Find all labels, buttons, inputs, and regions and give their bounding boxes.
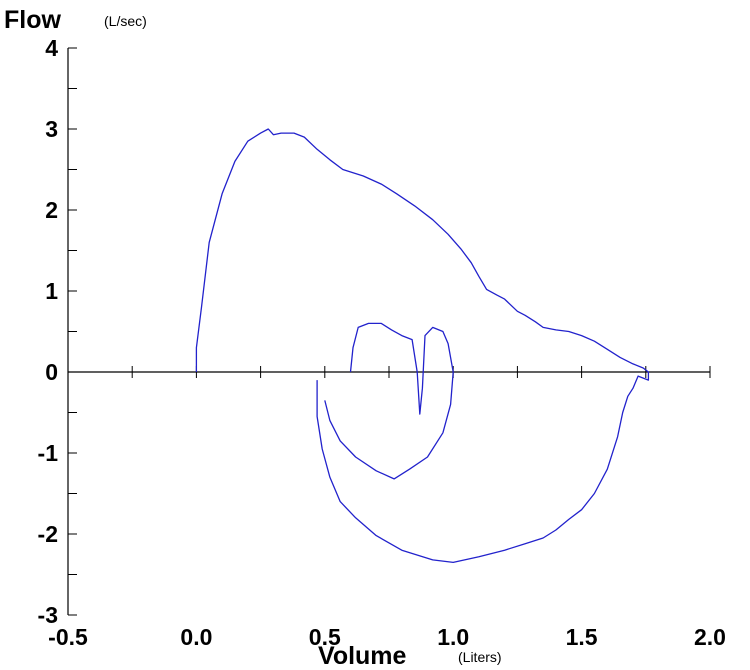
x-tick-label: 0.0 — [180, 624, 212, 650]
x-tick-label: 1.5 — [566, 624, 598, 650]
y-tick-label: -2 — [38, 521, 58, 547]
y-tick-label: 1 — [45, 278, 58, 304]
y-tick-label: -1 — [38, 440, 59, 466]
chart-series — [195, 128, 650, 564]
chart-axes — [67, 48, 710, 615]
x-tick-label: 2.0 — [694, 624, 726, 650]
x-tick-label: -0.5 — [48, 624, 88, 650]
x-tick-label: 1.0 — [437, 624, 469, 650]
series-line-2 — [324, 322, 454, 480]
y-tick-label: 3 — [45, 116, 58, 142]
y-tick-label: -3 — [38, 602, 58, 628]
y-axis-unit: (L/sec) — [104, 13, 147, 29]
x-tick-label: 0.5 — [309, 624, 341, 650]
y-axis-title: Flow — [4, 6, 61, 34]
series-line-1 — [195, 128, 650, 564]
x-axis-title: Volume — [318, 642, 407, 670]
y-tick-label: 4 — [45, 35, 58, 61]
y-tick-label: 2 — [45, 197, 58, 223]
chart-tick-labels: 4 3 2 1 0 -1 -2 -3-0.5 0.0 0.5 1.0 1.5 2.0 — [38, 35, 726, 650]
chart-ticks — [67, 47, 711, 616]
y-tick-label: 0 — [45, 359, 58, 385]
x-axis-unit: (Liters) — [458, 649, 502, 665]
